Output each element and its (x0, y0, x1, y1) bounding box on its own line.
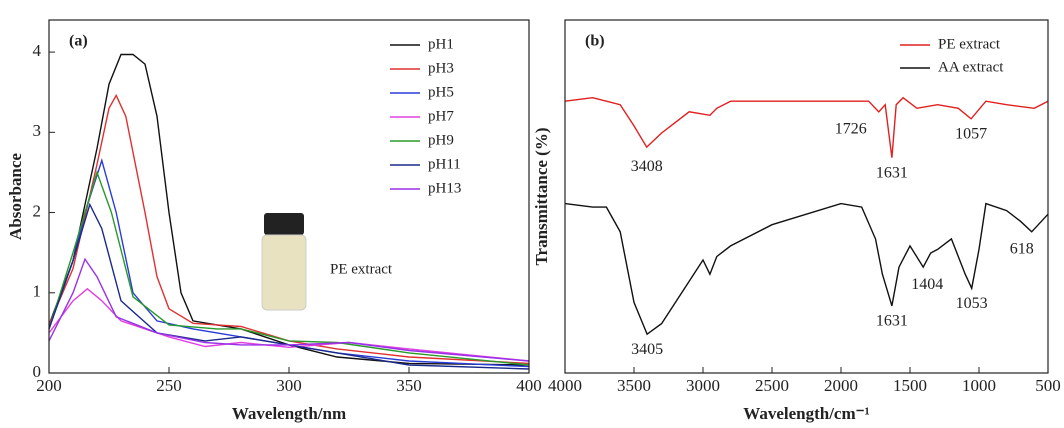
x-tick-label: 350 (396, 376, 422, 395)
legend-label: pH13 (428, 180, 461, 196)
x-tick-label: 3000 (686, 376, 720, 395)
panel-label: (a) (69, 33, 88, 50)
y-axis-label: Transmittance (%) (532, 127, 551, 265)
x-tick-label: 200 (36, 376, 62, 395)
plot-frame (564, 19, 1049, 374)
x-tick-label: 2000 (824, 376, 858, 395)
x-tick-label: 3500 (617, 376, 651, 395)
series-line (48, 53, 530, 366)
peak-annotation: 1404 (911, 276, 943, 293)
vial-cap (264, 213, 304, 235)
y-tick-label: 3 (33, 121, 42, 140)
legend-label: AA extract (938, 59, 1004, 75)
x-tick-label: 400 (516, 376, 542, 395)
x-axis-label: Wavelength/cm⁻¹ (743, 404, 869, 423)
series-line (564, 96, 1049, 158)
peak-annotation: 1057 (955, 126, 987, 143)
legend-label: PE extract (938, 36, 1001, 52)
peak-annotation: 618 (1010, 240, 1034, 257)
y-tick-label: 4 (33, 41, 42, 60)
x-tick-label: 250 (156, 376, 182, 395)
legend-label: pH7 (428, 108, 454, 124)
legend-label: pH5 (428, 84, 454, 100)
y-tick-label: 2 (33, 201, 42, 220)
series-line (48, 202, 530, 370)
x-axis-label: Wavelength/nm (232, 404, 346, 423)
peak-annotation: 3405 (631, 341, 663, 358)
legend-label: pH1 (428, 36, 454, 52)
x-tick-label: 500 (1035, 376, 1061, 395)
x-tick-label: 4000 (548, 376, 582, 395)
peak-annotation: 1053 (956, 295, 988, 312)
y-tick-label: 0 (33, 362, 42, 381)
legend-label: pH3 (428, 60, 454, 76)
x-tick-label: 2500 (755, 376, 789, 395)
peak-annotation: 1631 (876, 164, 908, 181)
y-axis-label: Absorbance (6, 153, 25, 240)
series-line (48, 170, 530, 366)
peak-annotation: 1726 (835, 120, 867, 137)
vial-body (261, 234, 307, 311)
x-tick-label: 1500 (893, 376, 927, 395)
series-line (564, 202, 1049, 336)
series-line (48, 257, 530, 362)
x-tick-label: 1000 (962, 376, 996, 395)
legend-label: pH9 (428, 132, 454, 148)
inset-label: PE extract (330, 261, 393, 277)
x-tick-label: 300 (276, 376, 302, 395)
y-tick-label: 1 (33, 282, 42, 301)
legend-label: pH11 (428, 156, 461, 172)
vial-photo (261, 213, 307, 311)
peak-annotation: 3408 (631, 158, 663, 175)
peak-annotation: 1631 (876, 313, 908, 330)
panel-label: (b) (585, 33, 605, 50)
